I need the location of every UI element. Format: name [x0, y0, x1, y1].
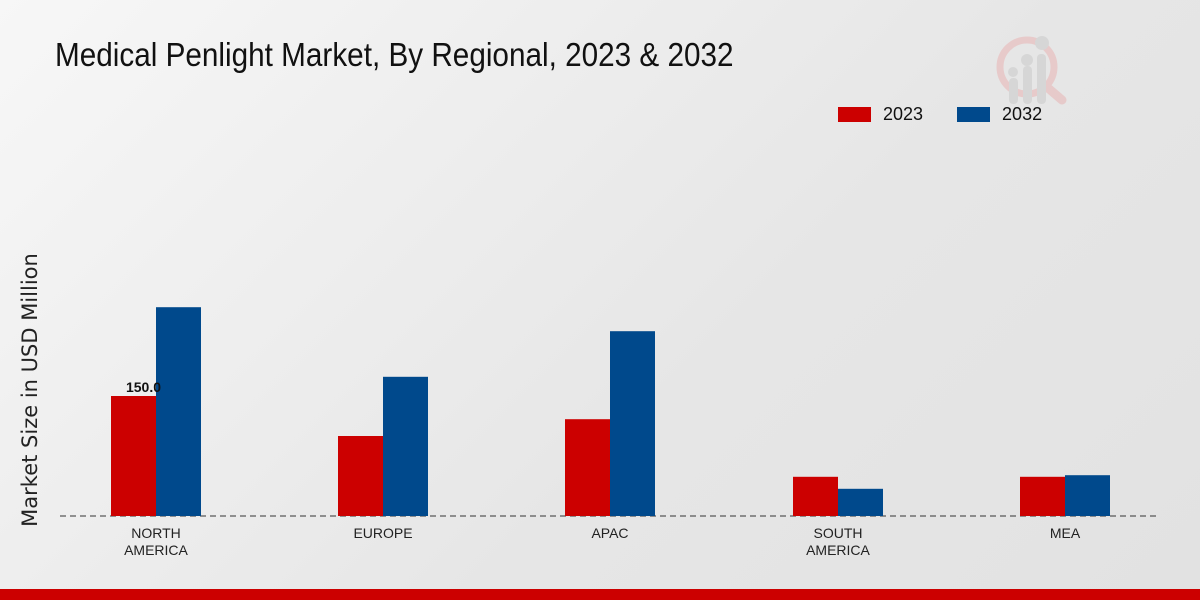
x-tick-label: EUROPE [353, 525, 412, 541]
bar-2023-south-america [793, 476, 838, 516]
bar-2032-apac [610, 331, 655, 516]
bar-2032-europe [383, 376, 428, 516]
legend-label-2032: 2032 [1002, 104, 1043, 124]
legend: 2023 2032 [838, 104, 1042, 125]
x-tick-label: NORTH AMERICA [124, 525, 188, 558]
bar-2032-mea [1065, 475, 1110, 516]
bar-2032-south-america [838, 488, 883, 516]
x-tick-label: APAC [591, 525, 628, 541]
data-label: 150.0 [126, 379, 161, 395]
x-tick-label: SOUTH AMERICA [806, 525, 870, 558]
bar-2023-apac [565, 419, 610, 516]
legend-swatch-2023 [838, 107, 871, 122]
legend-label-2023: 2023 [883, 104, 924, 124]
legend-item-2023: 2023 [838, 104, 923, 125]
bottom-accent-bar [0, 589, 1200, 600]
chart-title: Medical Penlight Market, By Regional, 20… [55, 36, 734, 73]
legend-swatch-2032 [957, 107, 991, 122]
bar-2023-europe [338, 436, 383, 516]
legend-item-2032: 2032 [957, 104, 1042, 125]
bar-2032-north-america [156, 307, 201, 516]
bar-2023-mea [1020, 476, 1065, 516]
x-tick-label: MEA [1050, 525, 1081, 541]
bar-2023-north-america [111, 396, 156, 516]
